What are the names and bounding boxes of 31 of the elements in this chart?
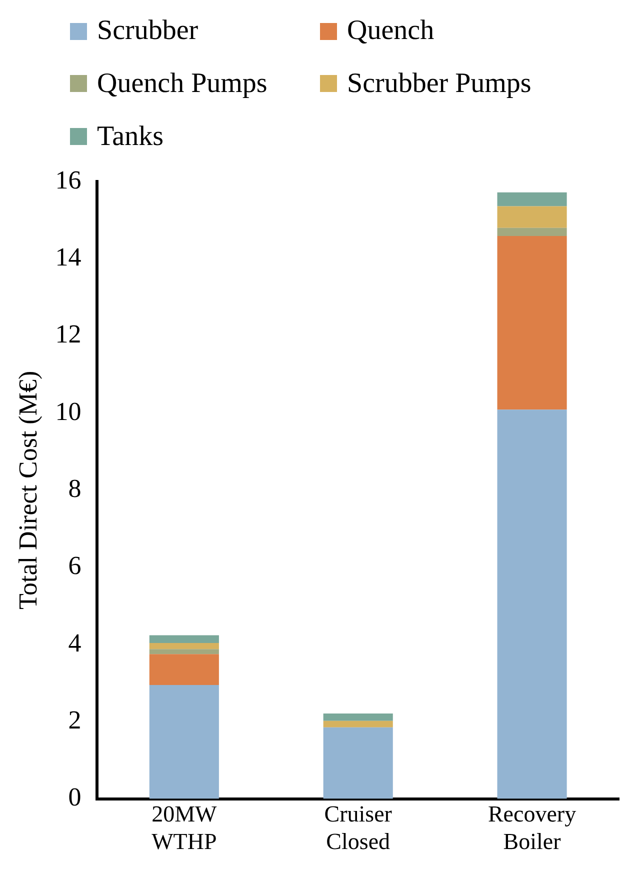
y-axis-title: Total Direct Cost (M€) [13, 370, 42, 610]
bar [497, 410, 567, 799]
y-tick-label: 2 [68, 705, 82, 734]
y-tick-label: 8 [68, 474, 82, 504]
legend-label: Scrubber [97, 15, 198, 48]
bar [149, 654, 219, 686]
legend-label: Quench Pumps [97, 68, 268, 100]
x-tick-label: Cruiser Closed [324, 802, 392, 854]
x-tick-label: Recovery Boiler [488, 802, 577, 854]
bar [323, 727, 393, 799]
bar [149, 642, 219, 650]
y-tick-label: 4 [68, 628, 82, 658]
bar [497, 236, 567, 410]
y-tick-label: 10 [55, 396, 82, 426]
bar [497, 192, 567, 206]
bar [497, 206, 567, 228]
y-tick-label: 12 [55, 320, 82, 349]
y-tick-label: 16 [55, 165, 82, 194]
legend-label: Tanks [97, 120, 164, 153]
bar [149, 635, 219, 643]
y-tick-label: 6 [68, 551, 82, 580]
bar [149, 685, 219, 799]
x-tick-label: 20MW WTHP [152, 802, 218, 854]
bar [149, 649, 219, 654]
bar [497, 228, 567, 236]
bar [323, 720, 393, 728]
legend-label: Quench [347, 15, 434, 48]
y-tick-label: 0 [68, 782, 82, 812]
y-tick-label: 14 [55, 242, 82, 272]
legend-label: Scrubber Pumps [347, 68, 532, 100]
bar [323, 714, 393, 721]
